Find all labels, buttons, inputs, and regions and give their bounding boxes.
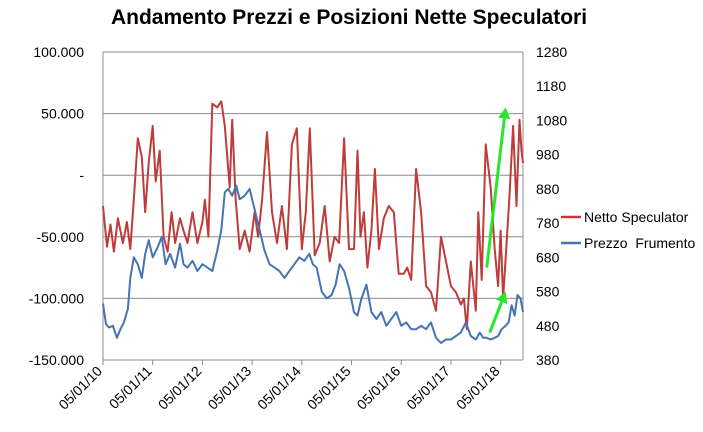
series xyxy=(102,100,524,344)
x-tick-label: 05/01/14 xyxy=(254,363,304,413)
trend-arrow xyxy=(485,107,511,268)
x-tick-label: 05/01/12 xyxy=(155,363,205,413)
y-right-tick-label: 780 xyxy=(536,215,560,231)
y-right-tick-label: 580 xyxy=(536,284,560,300)
arrow-head xyxy=(496,291,508,304)
grid xyxy=(103,51,523,361)
arrow-shaft xyxy=(488,301,504,334)
series-line-prezzo-frumento xyxy=(102,184,524,344)
y-right-tick-label: 380 xyxy=(536,352,560,368)
x-tick-label: 05/01/15 xyxy=(304,363,354,413)
y-right-tick-label: 480 xyxy=(536,318,560,334)
y-left-tick-label: 50.000 xyxy=(41,106,84,122)
x-tick-label: 05/01/18 xyxy=(453,363,503,413)
y-left-tick-label: -50.000 xyxy=(37,229,85,245)
x-tick-label: 05/01/16 xyxy=(353,363,403,413)
x-tick-label: 05/01/10 xyxy=(55,363,105,413)
legend-label-prezzo-frumento: Prezzo Frumento xyxy=(584,235,695,251)
legend-label-netto-speculator: Netto Speculator xyxy=(584,209,689,225)
y-left-tick-label: -100.000 xyxy=(29,290,84,306)
y-right-tick-label: 980 xyxy=(536,147,560,163)
x-tick-label: 05/01/11 xyxy=(106,363,155,412)
y-left-tick-label: - xyxy=(79,167,84,183)
y-right-tick-label: 680 xyxy=(536,249,560,265)
y-right-tick-label: 1180 xyxy=(536,78,566,94)
arrow-shaft xyxy=(485,118,506,268)
y-right-tick-label: 880 xyxy=(536,181,560,197)
x-tick-label: 05/01/13 xyxy=(204,363,254,413)
y-left-tick-label: -150.000 xyxy=(29,352,84,368)
arrow-head xyxy=(498,107,511,120)
trend-arrow xyxy=(488,291,508,334)
annotations xyxy=(485,107,511,334)
chart-title: Andamento Prezzi e Posizioni Nette Specu… xyxy=(111,6,587,29)
legend: Netto Speculator Prezzo Frumento xyxy=(561,209,695,251)
y-right-tick-label: 1280 xyxy=(536,44,567,60)
y-right-tick-label: 1080 xyxy=(536,112,567,128)
y-left-tick-label: 100.000 xyxy=(33,44,84,60)
series-line-netto-speculator xyxy=(102,100,524,331)
x-tick-label: 05/01/17 xyxy=(403,363,453,413)
